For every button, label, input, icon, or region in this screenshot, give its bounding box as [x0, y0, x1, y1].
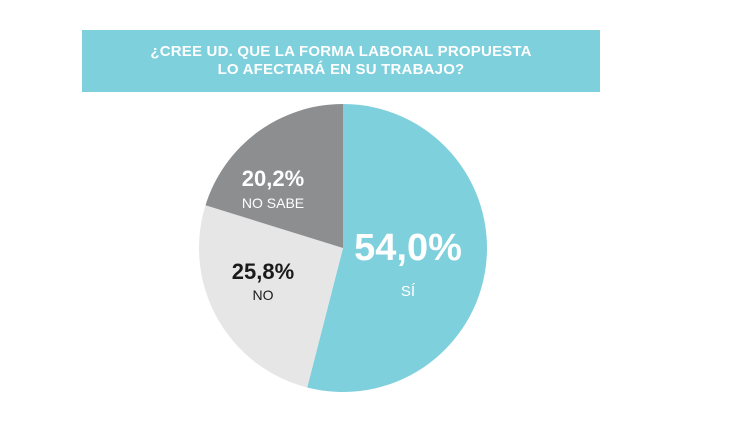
chart-title-line-2: LO AFECTARÁ EN SU TRABAJO? — [217, 61, 465, 78]
slice-category-label-s-: SÍ — [401, 283, 416, 300]
slice-value-label-no: 25,8% — [232, 259, 294, 284]
slice-value-label-s-: 54,0% — [354, 227, 462, 269]
chart-title: ¿CREE UD. QUE LA FORMA LABORAL PROPUESTA… — [82, 30, 600, 92]
pie-slice-no-sabe — [205, 104, 343, 248]
pie-slice-no — [199, 205, 343, 388]
slice-value-label-no-sabe: 20,2% — [242, 166, 304, 191]
pie-slice-s- — [307, 104, 487, 393]
slice-category-label-no: NO — [253, 287, 274, 303]
chart-title-line-1: ¿CREE UD. QUE LA FORMA LABORAL PROPUESTA — [150, 43, 532, 60]
slice-category-label-no-sabe: NO SABE — [242, 195, 304, 211]
